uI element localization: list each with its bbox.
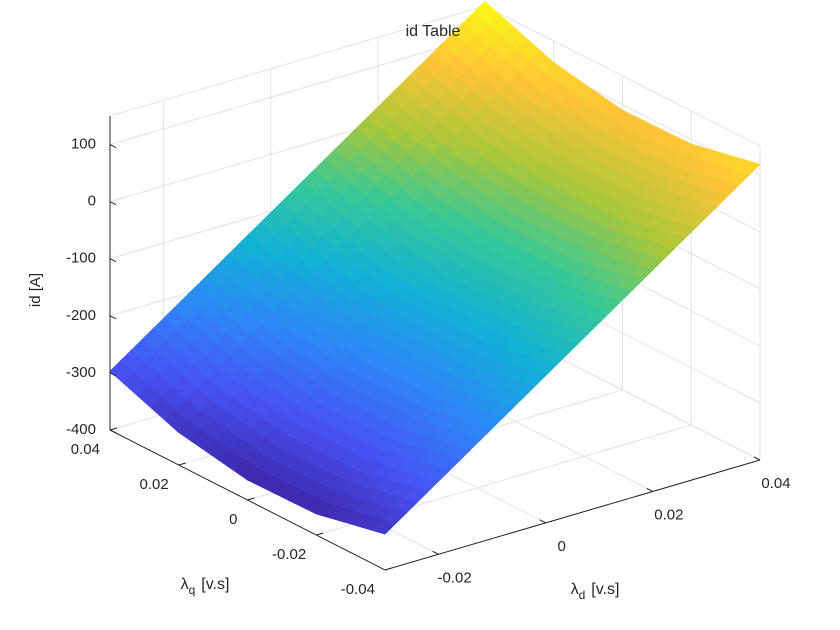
surface xyxy=(109,0,761,535)
z-tick xyxy=(109,144,117,148)
surface-cell xyxy=(461,215,585,304)
x-tick-label: 0 xyxy=(558,538,566,555)
y-tick xyxy=(178,462,186,466)
y-tick-label: 0 xyxy=(229,511,237,528)
surface-cell xyxy=(231,326,356,428)
surface-cell xyxy=(583,196,708,271)
surface-cell xyxy=(216,212,341,328)
surface-cell xyxy=(636,143,761,218)
x-tick xyxy=(432,550,439,555)
x-tick xyxy=(539,519,546,524)
surface-cell xyxy=(323,106,448,222)
surface-cell xyxy=(246,426,371,515)
z-tick xyxy=(109,201,117,206)
y-tick xyxy=(247,497,255,501)
z-tick-label: 0 xyxy=(88,193,96,210)
surface-cell xyxy=(338,220,463,323)
z-tick-label: -400 xyxy=(66,421,96,438)
surface-cell xyxy=(529,249,654,324)
surface-cell xyxy=(285,273,409,375)
surface-cell xyxy=(407,268,532,356)
surface-cell xyxy=(514,162,639,251)
x-tick xyxy=(753,456,761,461)
surface-cell xyxy=(369,407,493,482)
surface-cell xyxy=(162,265,287,381)
x-tick-label: -0.02 xyxy=(437,569,471,586)
y-tick-label: -0.04 xyxy=(341,581,375,598)
y-tick-label: 0.04 xyxy=(71,441,100,458)
unit: [v.s] xyxy=(591,581,619,598)
surface-cell xyxy=(445,115,570,217)
y-tick xyxy=(384,567,393,571)
y-axis-label: λq [v.s] xyxy=(181,576,230,597)
surface-cell xyxy=(422,354,547,429)
axes: -400 -300 -200 -100 0 100 -0.04 -0.02 0 0.02 0.04 -… xyxy=(66,116,791,598)
surface-cell xyxy=(270,159,394,275)
subscript: d xyxy=(579,588,586,602)
x-axis-label: λd [v.s] xyxy=(571,581,620,602)
z-tick-label: 100 xyxy=(71,136,96,153)
y-tick-label: -0.02 xyxy=(272,546,306,563)
z-tick xyxy=(109,258,117,263)
surface-cell xyxy=(377,53,501,169)
surface-cell xyxy=(300,373,425,462)
z-tick xyxy=(109,372,117,377)
surface-cell xyxy=(430,0,555,117)
z-tick-label: -200 xyxy=(66,307,96,324)
symbol: λ xyxy=(571,581,579,598)
z-tick-label: -100 xyxy=(66,250,96,267)
y-tick xyxy=(316,532,324,536)
surface-cell xyxy=(476,302,601,377)
x-tick-label: 0.02 xyxy=(654,506,683,523)
surface-patch xyxy=(370,518,397,535)
x-tick xyxy=(646,487,654,492)
y-tick xyxy=(109,427,118,431)
subscript: q xyxy=(189,583,196,597)
surface-cell xyxy=(568,109,692,198)
z-tick xyxy=(109,429,117,434)
z-axis-label: id [A] xyxy=(27,273,44,307)
surface-cell xyxy=(353,321,478,409)
chart-title: id Table xyxy=(406,23,461,40)
z-tick xyxy=(109,315,117,320)
surface-cell xyxy=(315,460,440,535)
unit: [v.s] xyxy=(201,576,229,593)
z-tick-label: -300 xyxy=(66,364,96,381)
surface-cell xyxy=(499,62,624,164)
x-tick-label: 0.04 xyxy=(761,475,790,492)
surface-cell xyxy=(109,317,233,434)
symbol: λ xyxy=(181,576,189,593)
y-tick-label: 0.02 xyxy=(140,476,169,493)
